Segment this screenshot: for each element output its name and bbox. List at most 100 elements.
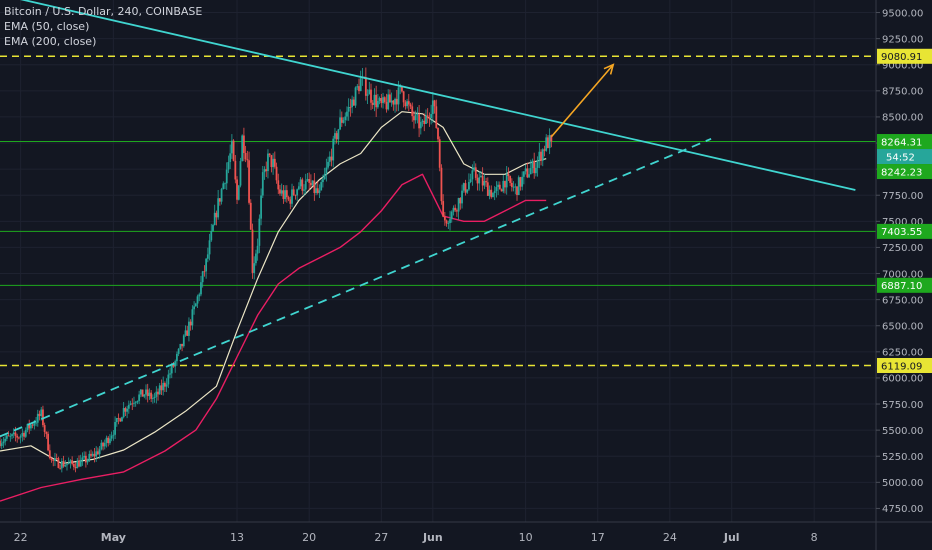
- candle-body: [376, 100, 379, 108]
- current-price-text: 8242.23: [881, 167, 922, 178]
- candle-body: [45, 431, 48, 434]
- candle-body: [455, 210, 458, 212]
- candle-body: [318, 190, 321, 193]
- price-tick-label: 6500.00: [882, 322, 923, 333]
- candle-body: [36, 413, 39, 423]
- candle-body: [258, 218, 261, 246]
- level-badge-solid: 7403.55: [877, 223, 932, 239]
- candle-body: [395, 98, 398, 105]
- price-tick-label: 5000.00: [882, 478, 923, 489]
- candle-body: [91, 453, 94, 456]
- time-axis-bg: [0, 522, 932, 550]
- candle-body: [416, 114, 419, 115]
- candle-body: [163, 382, 166, 387]
- level-badge-dashed-bg: [877, 48, 932, 64]
- candle-body: [19, 436, 22, 438]
- candle-body: [267, 153, 269, 172]
- candle-body: [540, 151, 542, 161]
- candle-body: [510, 182, 513, 187]
- candle-body: [517, 177, 520, 196]
- candle-body: [84, 455, 87, 463]
- candle-body: [248, 160, 250, 203]
- candle-body: [316, 188, 319, 193]
- price-tick-label: 7250.00: [882, 243, 923, 254]
- candle-body: [239, 161, 242, 186]
- candle-body: [181, 343, 183, 347]
- candle-body: [334, 133, 336, 139]
- candle-body: [299, 179, 302, 187]
- countdown-bg: [877, 149, 932, 165]
- level-badge-solid-text: 7403.55: [881, 227, 922, 238]
- candle-body: [294, 194, 297, 196]
- candle-body: [301, 179, 304, 191]
- candle-body: [206, 254, 209, 259]
- candle-body: [481, 175, 484, 186]
- candle-body: [165, 384, 168, 387]
- candle-body: [389, 94, 391, 103]
- candle-body: [127, 404, 130, 409]
- candle-body: [234, 160, 237, 180]
- candle-body: [133, 402, 135, 404]
- candle-body: [516, 186, 518, 196]
- candle-body: [126, 408, 129, 412]
- candle-body: [521, 176, 524, 187]
- candle-body: [97, 451, 99, 455]
- candle-body: [373, 94, 376, 105]
- candle-body: [375, 94, 378, 108]
- candle-body: [505, 173, 508, 188]
- candle-body: [109, 438, 111, 444]
- candle-body: [119, 418, 122, 422]
- candle-body: [155, 391, 158, 397]
- time-tick-label: 13: [230, 531, 244, 544]
- candle-body: [7, 435, 10, 437]
- candle-body: [241, 135, 244, 162]
- time-tick-label: 10: [519, 531, 533, 544]
- candle-body: [98, 449, 101, 455]
- candle-body: [526, 168, 529, 178]
- candle-body: [12, 432, 15, 435]
- candle-body: [397, 87, 400, 105]
- candle-body: [78, 460, 80, 467]
- candle-body: [284, 190, 287, 200]
- candle-body: [215, 212, 218, 218]
- candle-body: [428, 117, 431, 119]
- candle-body: [121, 417, 123, 422]
- candle-body: [14, 432, 17, 436]
- candle-body: [423, 120, 426, 125]
- price-tick-label: 5250.00: [882, 452, 923, 463]
- candle-body: [167, 374, 170, 385]
- candle-body: [356, 86, 359, 88]
- candle-body: [176, 353, 178, 362]
- candle-body: [151, 397, 154, 399]
- candle-body: [315, 188, 317, 194]
- candle-body: [255, 253, 257, 264]
- candle-body: [497, 184, 500, 188]
- candle-body: [230, 140, 233, 154]
- candle-body: [476, 177, 479, 184]
- candle-body: [327, 161, 329, 168]
- candle-body: [478, 177, 481, 184]
- candle-body: [531, 160, 534, 169]
- candle-body: [289, 199, 292, 204]
- price-tick-label: 7500.00: [882, 217, 923, 228]
- candle-body: [243, 135, 245, 153]
- candle-body: [158, 385, 161, 395]
- candle-body: [237, 185, 240, 200]
- candle-body: [426, 115, 429, 118]
- candle-body: [538, 151, 541, 161]
- candle-body: [74, 466, 77, 469]
- candle-body: [547, 137, 549, 148]
- candle-body: [2, 441, 5, 444]
- candle-body: [172, 364, 175, 367]
- candle-body: [344, 116, 347, 121]
- projection-arrow: [550, 63, 615, 138]
- candle-body: [364, 77, 367, 96]
- candle-body: [296, 189, 299, 196]
- candle-body: [28, 423, 31, 429]
- candle-body: [536, 160, 539, 168]
- price-tick-label: 7000.00: [882, 269, 923, 280]
- candle-body: [24, 430, 27, 437]
- price-tick-label: 6250.00: [882, 348, 923, 359]
